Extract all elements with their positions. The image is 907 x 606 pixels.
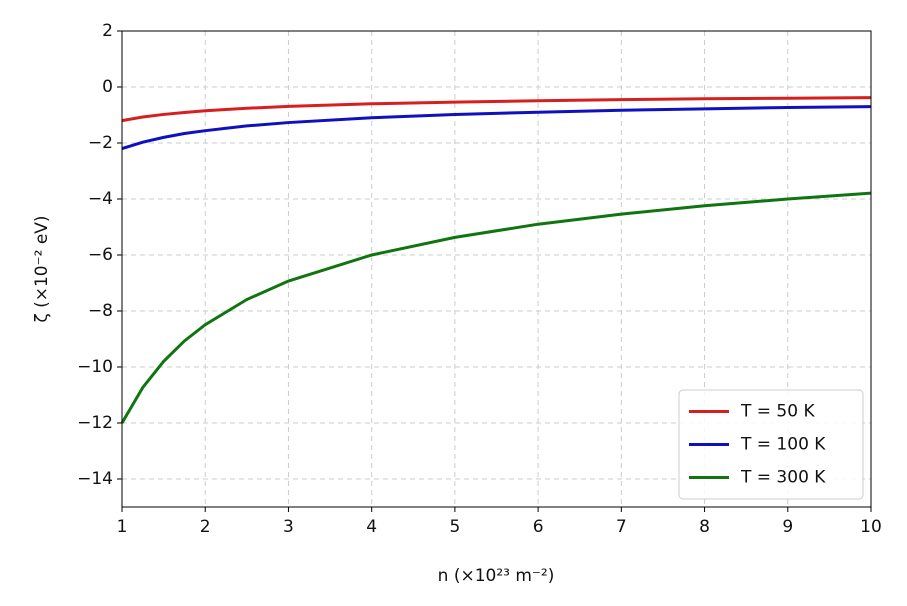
y-tick-label: −12 <box>77 413 113 433</box>
y-tick-label: −10 <box>77 357 113 377</box>
y-tick-label: 0 <box>102 77 113 97</box>
y-tick-label: −14 <box>77 469 113 489</box>
plot-frame <box>121 30 872 508</box>
legend-label: T = 100 K <box>740 435 826 455</box>
y-tick-label: −8 <box>88 301 113 321</box>
x-axis-label: n (×10²³ m⁻²) <box>438 566 555 586</box>
x-tick-label: 7 <box>616 517 627 537</box>
y-tick-label: 2 <box>102 21 113 41</box>
legend-label: T = 300 K <box>740 468 826 488</box>
x-tick-label: 5 <box>449 517 460 537</box>
x-tick-label: 10 <box>860 517 882 537</box>
x-tick-label: 6 <box>533 517 544 537</box>
y-tick-label: −6 <box>88 245 113 265</box>
legend-label: T = 50 K <box>740 402 815 422</box>
x-tick-label: 1 <box>117 517 128 537</box>
x-tick-label: 9 <box>782 517 793 537</box>
y-tick-label: −4 <box>88 189 113 209</box>
x-tick-label: 2 <box>200 517 211 537</box>
series-line <box>121 96 872 123</box>
series-line <box>121 105 872 151</box>
x-tick-label: 4 <box>366 517 377 537</box>
x-tick-label: 3 <box>283 517 294 537</box>
y-tick-label: −2 <box>88 133 113 153</box>
series-line <box>120 191 872 424</box>
legend-box <box>678 389 864 500</box>
y-axis-label: ζ (×10⁻² eV) <box>32 215 52 322</box>
x-tick-label: 8 <box>699 517 710 537</box>
